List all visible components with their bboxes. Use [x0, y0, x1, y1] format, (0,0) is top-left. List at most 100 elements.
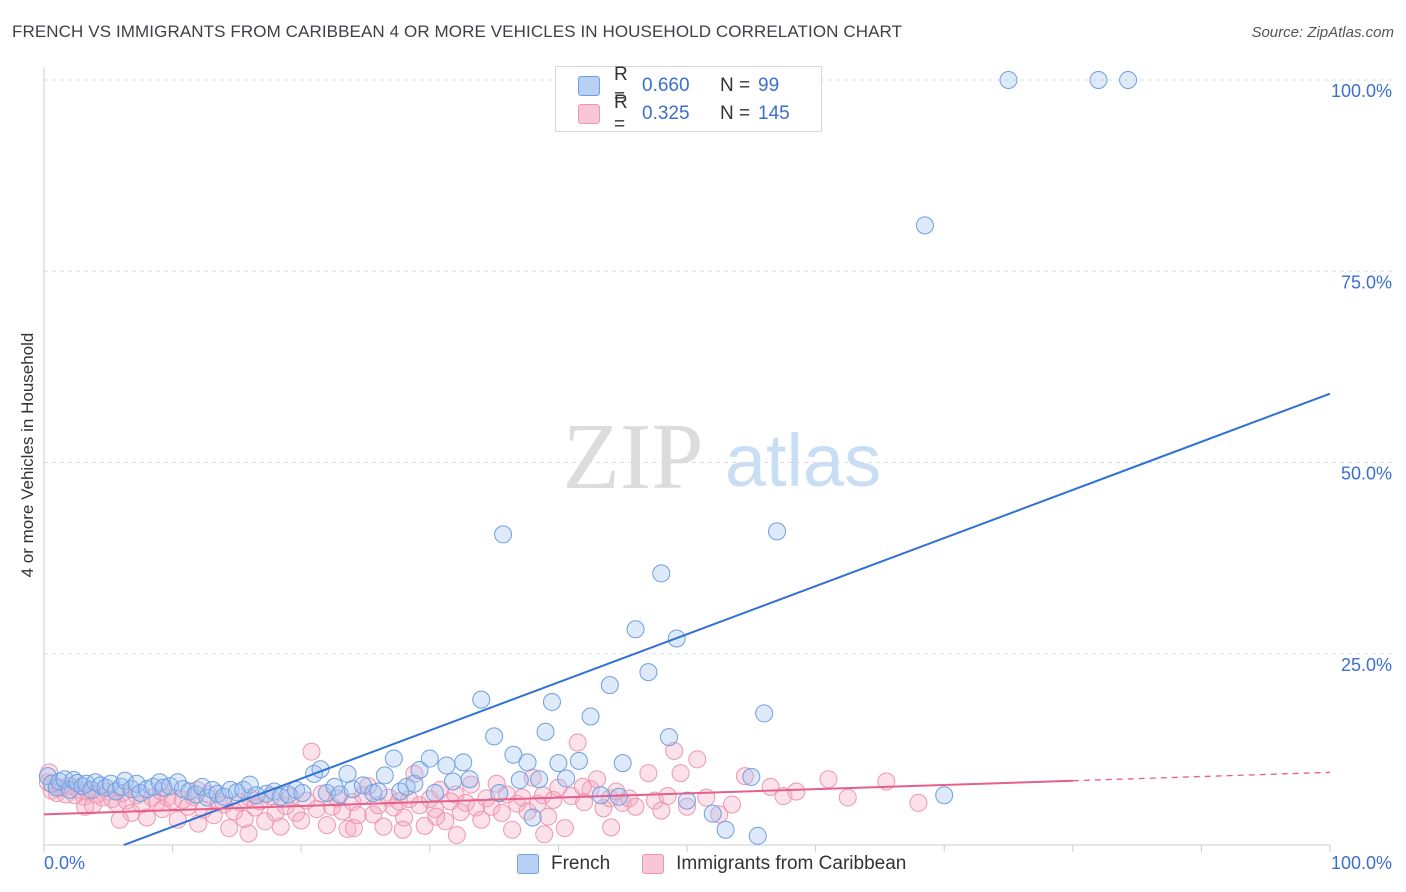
data-point-caribbean — [688, 750, 707, 769]
data-point-french — [626, 620, 645, 639]
data-point-french — [454, 753, 473, 772]
data-point-french — [186, 785, 205, 804]
data-point-caribbean — [317, 816, 336, 835]
data-point-caribbean — [472, 810, 491, 829]
data-point-caribbean — [819, 770, 838, 789]
x-tick-label: 100.0% — [1331, 853, 1392, 873]
y-tick-label: 50.0% — [1341, 464, 1392, 484]
data-point-french — [410, 761, 429, 780]
data-point-french — [154, 778, 173, 797]
data-point-caribbean — [110, 810, 129, 829]
data-point-caribbean — [420, 790, 439, 809]
data-point-caribbean — [535, 825, 554, 844]
legend-swatch-french — [517, 854, 539, 874]
trend-line-caribbean-extension — [1072, 771, 1331, 782]
data-point-french — [652, 564, 671, 583]
data-point-french — [494, 525, 513, 544]
legend-row-caribbean: R = 0.325 N = 145 — [578, 92, 790, 135]
data-point-french — [678, 791, 696, 810]
data-point-french — [86, 773, 105, 792]
watermark-zip: ZIP — [563, 405, 704, 509]
data-point-french — [523, 808, 542, 827]
watermark-atlas: atlas — [725, 419, 881, 502]
legend-label-caribbean: Immigrants from Caribbean — [676, 853, 907, 874]
data-point-caribbean — [528, 794, 547, 813]
data-point-french — [353, 776, 372, 795]
legend-row-french: R = 0.660 N = 99 — [578, 64, 779, 107]
legend-label-french: French — [551, 853, 611, 874]
data-point-french — [703, 804, 722, 823]
data-point-caribbean — [220, 819, 239, 838]
data-point-french — [999, 71, 1018, 89]
data-point-french — [460, 770, 479, 789]
data-point-french — [659, 728, 678, 747]
source-label: Source: ZipAtlas.com — [1251, 24, 1394, 41]
series-french-points — [38, 71, 1138, 845]
data-point-caribbean — [573, 777, 592, 796]
data-point-caribbean — [671, 764, 690, 783]
data-point-french — [420, 749, 439, 768]
data-point-caribbean — [425, 800, 444, 819]
data-point-french — [1119, 71, 1138, 89]
y-tick-label: 25.0% — [1341, 655, 1392, 675]
data-point-caribbean — [665, 741, 684, 760]
data-point-caribbean — [447, 826, 466, 845]
data-point-caribbean — [235, 809, 254, 828]
data-point-caribbean — [427, 807, 446, 826]
legend-item-french: French — [517, 853, 610, 875]
data-point-caribbean — [307, 800, 326, 819]
legend-r-value-caribbean: 0.325 — [642, 103, 690, 124]
data-point-french — [384, 749, 403, 768]
data-point-caribbean — [436, 812, 455, 831]
data-point-french — [490, 783, 509, 802]
legend-item-caribbean: Immigrants from Caribbean — [642, 853, 906, 875]
data-point-french — [518, 753, 537, 772]
data-point-french — [485, 727, 504, 746]
data-point-french — [77, 774, 96, 793]
data-point-french — [716, 820, 735, 839]
data-point-caribbean — [76, 797, 95, 816]
data-point-caribbean — [787, 782, 806, 801]
data-point-french — [600, 676, 619, 695]
data-point-french — [437, 756, 456, 775]
y-axis-label: 4 or more Vehicles in Household — [18, 332, 37, 578]
legend-n-value-caribbean: 145 — [758, 103, 790, 124]
data-point-caribbean — [518, 802, 537, 821]
data-point-french — [742, 767, 761, 786]
data-point-french — [549, 754, 568, 773]
legend-r-label: R = — [614, 64, 628, 107]
data-point-caribbean — [723, 795, 742, 814]
data-point-caribbean — [626, 797, 645, 816]
data-point-caribbean — [539, 807, 558, 826]
data-point-french — [915, 216, 934, 235]
data-point-french — [293, 783, 312, 802]
data-point-caribbean — [568, 733, 587, 752]
trend-lines — [43, 392, 1331, 846]
gridlines — [44, 79, 1392, 655]
y-tick-label: 75.0% — [1341, 272, 1392, 292]
legend-r-label: R = — [614, 92, 628, 135]
data-point-french — [338, 764, 357, 783]
chart-title: FRENCH VS IMMIGRANTS FROM CARIBBEAN 4 OR… — [12, 22, 903, 41]
tick-labels: 25.0% 50.0% 75.0% 100.0% 0.0% 100.0% — [44, 81, 1392, 873]
data-point-caribbean — [482, 797, 501, 816]
data-point-french — [569, 751, 588, 770]
watermark: ZIP atlas — [563, 405, 882, 509]
data-point-french — [193, 777, 212, 796]
data-point-french — [542, 692, 561, 711]
axes — [43, 68, 1331, 852]
data-point-french — [755, 704, 774, 723]
data-point-french — [613, 754, 632, 773]
data-point-caribbean — [492, 803, 511, 822]
legend-r-value-french: 0.660 — [642, 75, 690, 96]
data-point-french — [536, 722, 555, 741]
data-point-french — [581, 707, 600, 726]
data-point-french — [768, 522, 787, 541]
legend-swatch-caribbean — [578, 104, 600, 124]
data-point-caribbean — [575, 793, 594, 812]
legend-swatch-caribbean — [642, 854, 665, 874]
data-point-french — [609, 787, 628, 806]
data-point-caribbean — [735, 767, 754, 786]
data-point-french — [504, 745, 523, 764]
data-point-caribbean — [137, 808, 156, 827]
